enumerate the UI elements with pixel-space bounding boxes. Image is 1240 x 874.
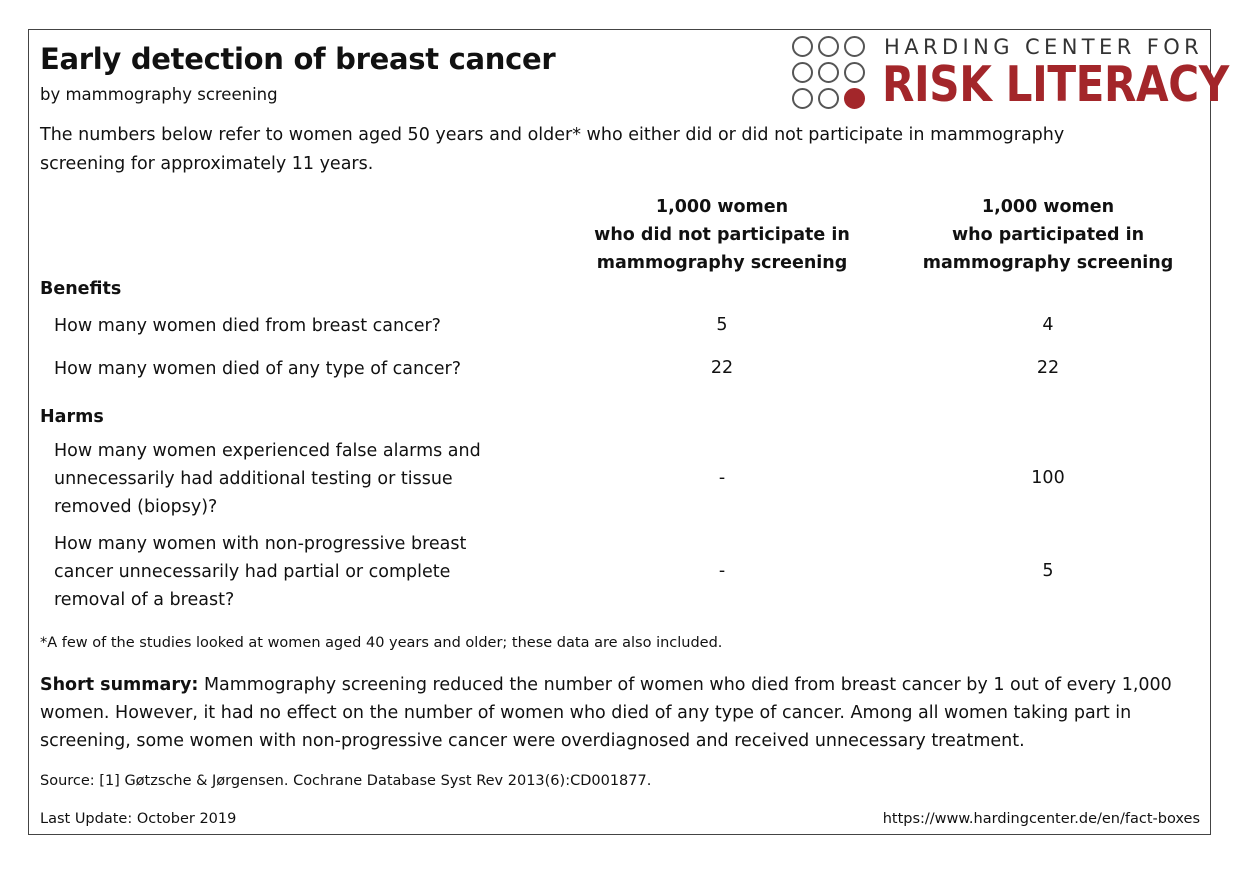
column-header-line: mammography screening xyxy=(922,253,1174,273)
logo-dot xyxy=(818,88,839,109)
section-heading-benefits: Benefits xyxy=(40,279,122,299)
column-header-line: 1,000 women xyxy=(655,197,789,217)
column-header-line: 1,000 women xyxy=(981,197,1115,217)
logo-line-2: RISK LITERACY xyxy=(882,56,1229,113)
fact-box: Early detection of breast cancer by mamm… xyxy=(28,29,1229,835)
table-cell-screening: 4 xyxy=(1042,315,1054,335)
column-header-screening: 1,000 women who participated in mammogra… xyxy=(898,193,1198,277)
last-update: Last Update: October 2019 xyxy=(40,811,237,827)
source-citation: Source: [1] Gøtzsche & Jørgensen. Cochra… xyxy=(40,773,652,789)
table-cell-no-screening: 5 xyxy=(716,315,728,335)
logo-dot xyxy=(818,62,839,83)
logo-dot xyxy=(818,36,839,57)
logo-dot xyxy=(844,62,865,83)
table-cell-screening: 5 xyxy=(1042,561,1054,581)
logo-dot xyxy=(792,62,813,83)
footnote: *A few of the studies looked at women ag… xyxy=(40,635,723,651)
fact-boxes-link[interactable]: https://www.hardingcenter.de/en/fact-box… xyxy=(882,811,1200,827)
page-title: Early detection of breast cancer xyxy=(40,42,556,76)
table-cell-screening: 100 xyxy=(1031,468,1065,488)
page-subtitle: by mammography screening xyxy=(40,85,278,104)
column-header-no-screening: 1,000 women who did not participate in m… xyxy=(572,193,872,277)
intro-text: The numbers below refer to women aged 50… xyxy=(40,125,1065,174)
harding-center-logo: HARDING CENTER FOR RISK LITERACY xyxy=(792,35,1229,113)
table-row-question: How many women died of any type of cance… xyxy=(54,359,461,379)
summary-text: Mammography screening reduced the number… xyxy=(40,675,1172,751)
logo-dot-filled xyxy=(844,88,865,109)
table-cell-screening: 22 xyxy=(1036,358,1060,378)
dot-grid-logo-icon xyxy=(792,36,865,109)
logo-line-1: HARDING CENTER FOR xyxy=(884,35,1204,59)
table-cell-no-screening: 22 xyxy=(710,358,734,378)
logo-dot xyxy=(792,36,813,57)
table-row-question: How many women died from breast cancer? xyxy=(54,316,441,336)
logo-dot xyxy=(844,36,865,57)
column-header-line: who did not participate in xyxy=(594,225,850,245)
table-cell-no-screening: - xyxy=(718,561,726,581)
table-cell-no-screening: - xyxy=(718,468,726,488)
summary-label: Short summary: xyxy=(40,675,199,695)
column-header-line: who participated in xyxy=(951,225,1145,245)
table-row-question: How many women with non-progressive brea… xyxy=(54,534,467,610)
short-summary: Short summary: Mammography screening red… xyxy=(40,671,1200,755)
logo-dot xyxy=(792,88,813,109)
table-row-question: How many women experienced false alarms … xyxy=(54,441,481,517)
section-heading-harms: Harms xyxy=(40,407,104,427)
column-header-line: mammography screening xyxy=(596,253,848,273)
